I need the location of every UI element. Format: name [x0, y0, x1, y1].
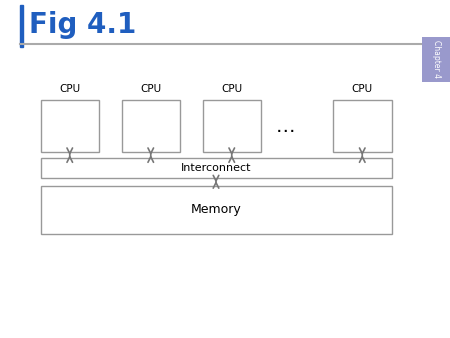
Bar: [40, 186, 392, 234]
Text: Copyright © 2010, Elsevier Inc. All rights Reserved: Copyright © 2010, Elsevier Inc. All righ…: [118, 317, 332, 325]
Text: 1: 1: [431, 316, 437, 326]
Text: MORGAN KAUFMANN: MORGAN KAUFMANN: [0, 327, 50, 332]
Text: CPU: CPU: [352, 84, 373, 94]
Text: CPU: CPU: [140, 84, 161, 94]
Bar: [202, 100, 261, 152]
Text: CPU: CPU: [59, 84, 80, 94]
Text: Interconnect: Interconnect: [181, 163, 251, 173]
Bar: [40, 158, 392, 178]
Bar: [122, 100, 180, 152]
Text: CPU: CPU: [221, 84, 242, 94]
Text: Fig 4.1: Fig 4.1: [29, 10, 136, 39]
Text: MK: MK: [14, 313, 36, 326]
Text: Memory: Memory: [191, 203, 241, 216]
FancyBboxPatch shape: [422, 37, 450, 82]
Bar: [20, 4, 23, 47]
Text: Chapter 4: Chapter 4: [432, 40, 441, 78]
Bar: [333, 100, 392, 152]
Bar: [40, 100, 99, 152]
Text: …: …: [276, 117, 296, 136]
